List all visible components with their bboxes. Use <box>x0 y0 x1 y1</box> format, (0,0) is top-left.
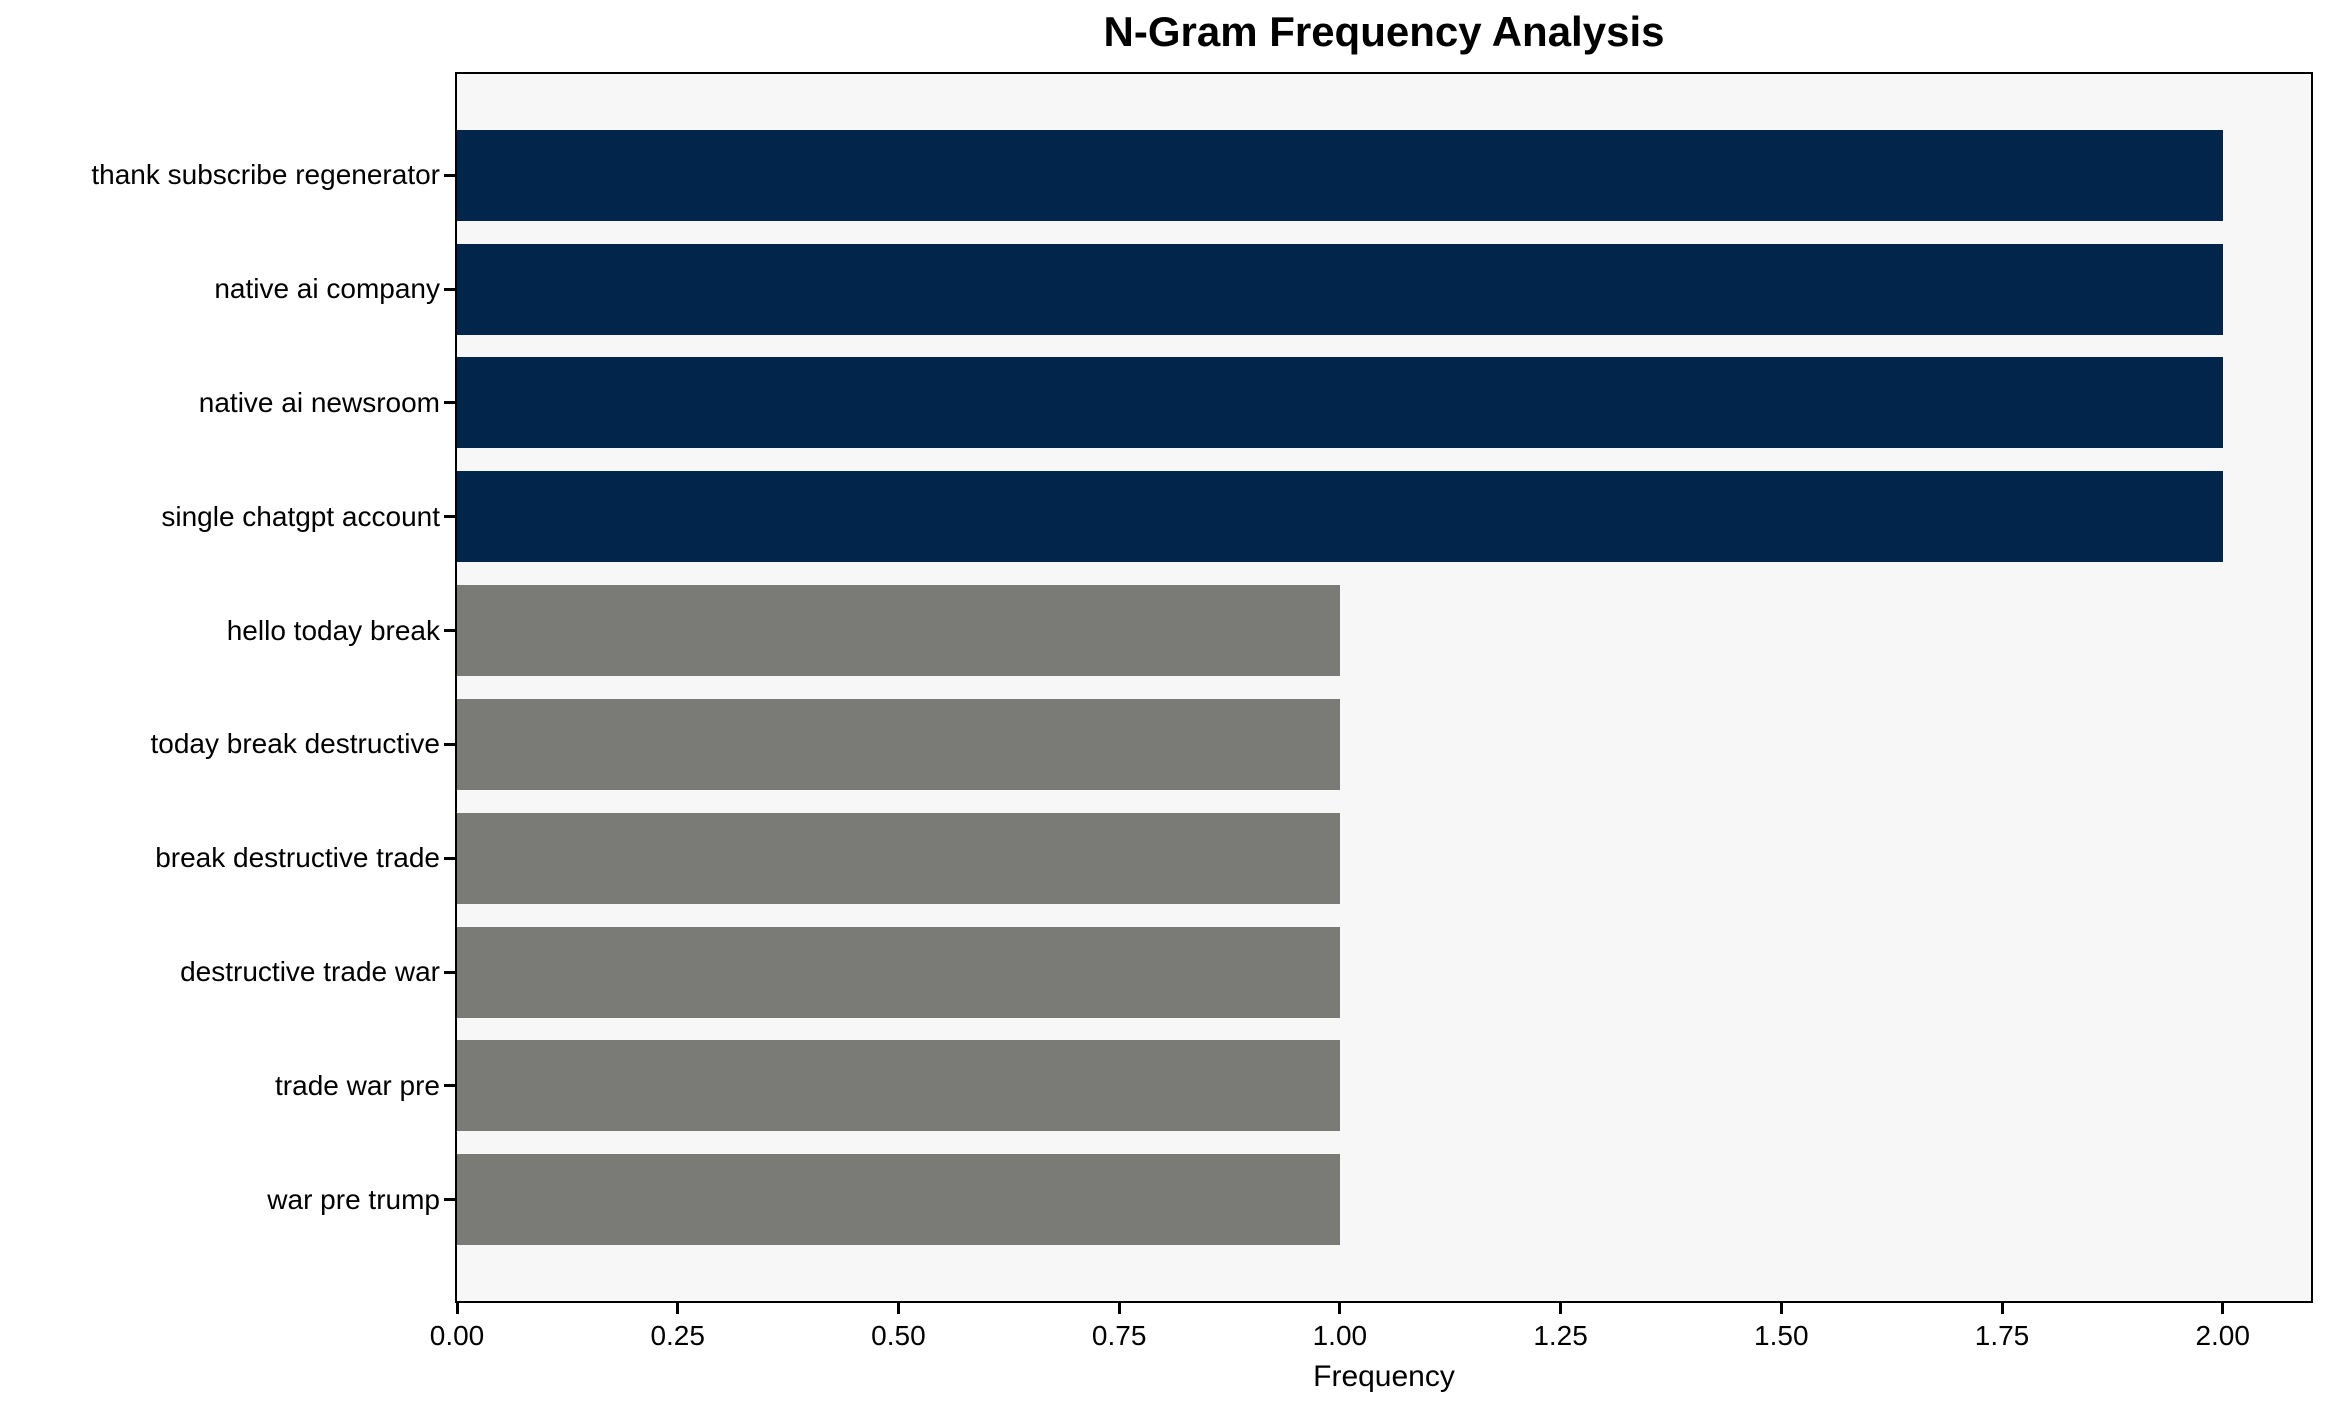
x-tick-label: 1.25 <box>1533 1320 1588 1351</box>
y-tick-mark <box>444 401 455 405</box>
y-tick-label: native ai newsroom <box>198 386 440 418</box>
bar-single-chatgpt-account <box>457 471 2223 563</box>
bar-trade-war-pre <box>457 1040 1340 1132</box>
y-tick-mark <box>444 856 455 860</box>
y-tick-mark <box>444 742 455 746</box>
y-tick-label: single chatgpt account <box>161 500 440 532</box>
bar-native-ai-company <box>457 243 2223 335</box>
plot-area <box>455 72 2313 1303</box>
chart-title: N-Gram Frequency Analysis <box>1103 8 1665 55</box>
y-tick-mark <box>444 970 455 974</box>
x-tick-mark <box>2221 1303 2225 1314</box>
bar-thank-subscribe-regenerator <box>457 129 2223 221</box>
x-tick-mark <box>2000 1303 2004 1314</box>
bar-hello-today-break <box>457 585 1340 677</box>
x-axis-label: Frequency <box>1313 1360 1455 1393</box>
x-tick-label: 0.00 <box>429 1320 485 1351</box>
x-tick-mark <box>896 1303 900 1314</box>
y-tick-label: break destructive trade <box>155 842 440 874</box>
y-tick-label: trade war pre <box>275 1069 440 1101</box>
y-tick-mark <box>444 629 455 633</box>
bar-destructive-trade-war <box>457 926 1340 1018</box>
x-tick-label: 1.50 <box>1754 1320 1809 1351</box>
x-tick-mark <box>1779 1303 1783 1314</box>
y-tick-label: hello today break <box>226 614 440 646</box>
y-tick-label: destructive trade war <box>180 956 440 988</box>
x-tick-label: 1.75 <box>1974 1320 2030 1351</box>
y-tick-mark <box>444 515 455 519</box>
x-tick-mark <box>1117 1303 1121 1314</box>
bar-today-break-destructive <box>457 698 1340 790</box>
y-tick-mark <box>444 287 455 291</box>
y-tick-mark <box>444 1198 455 1202</box>
x-tick-label: 0.75 <box>1091 1320 1147 1351</box>
y-tick-label: thank subscribe regenerator <box>91 159 440 191</box>
bar-war-pre-trump <box>457 1154 1340 1246</box>
x-tick-label: 0.50 <box>871 1320 926 1351</box>
x-tick-mark <box>1559 1303 1563 1314</box>
bar-native-ai-newsroom <box>457 357 2223 449</box>
x-tick-label: 0.25 <box>650 1320 705 1351</box>
x-tick-mark <box>676 1303 680 1314</box>
y-tick-mark <box>444 173 455 177</box>
y-tick-label: today break destructive <box>150 728 441 760</box>
x-tick-mark <box>1338 1303 1342 1314</box>
y-tick-label: war pre trump <box>267 1183 440 1215</box>
y-tick-mark <box>444 1084 455 1088</box>
x-tick-label: 2.00 <box>2195 1320 2250 1351</box>
y-tick-label: native ai company <box>214 273 440 305</box>
x-tick-mark <box>455 1303 459 1314</box>
x-tick-label: 1.00 <box>1312 1320 1368 1351</box>
bar-break-destructive-trade <box>457 812 1340 904</box>
